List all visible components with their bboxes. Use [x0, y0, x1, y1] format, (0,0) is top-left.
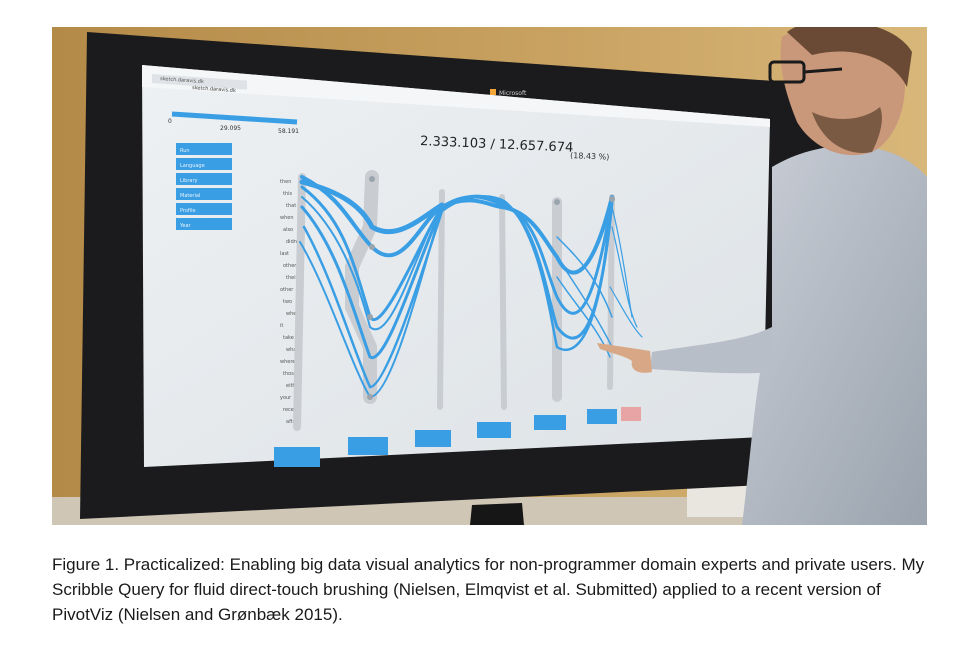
sidebar-item [176, 158, 232, 170]
person-hair [787, 27, 912, 87]
axis-word: last [280, 251, 289, 257]
sidebar-item [176, 218, 232, 230]
dimension-button-highlight [621, 407, 641, 421]
axis-word: when [280, 215, 294, 221]
sidebar[interactable]: Run Language Library Material Profile Ye… [176, 143, 232, 230]
brand-logo-text: Microsoft [499, 90, 527, 97]
person [597, 27, 927, 525]
axis-word: then [280, 179, 291, 185]
slider-fill [171, 111, 298, 125]
tab-title: sketch.daravis.dk [160, 76, 204, 85]
axis-word: also [283, 227, 293, 233]
axis-word: didn [286, 239, 297, 245]
person-beard [812, 107, 882, 153]
flow-lines [299, 175, 643, 399]
axis-word: where [280, 359, 295, 365]
axis-word: it [280, 323, 283, 329]
sidebar-item [176, 173, 232, 185]
dimension-button [477, 422, 511, 438]
brand-logo-mark [490, 89, 496, 95]
person-hand [597, 343, 652, 373]
dimension-buttons[interactable] [274, 407, 641, 467]
browser-url: sketch.daravis.dk [192, 85, 236, 94]
axis-nodes [367, 176, 615, 400]
axis-word: recent [283, 407, 299, 413]
sidebar-label: Library [180, 178, 198, 184]
dimension-button [534, 415, 566, 430]
dimension-button [415, 430, 451, 447]
count-text: 2.333.103 / 12.657.674 [420, 134, 574, 156]
axis-word: this [283, 191, 293, 197]
dimension-button [348, 437, 388, 455]
slider-max: 58.191 [278, 128, 299, 135]
sidebar-label: Material [180, 193, 200, 199]
axis-word: where [286, 311, 301, 317]
axis-word: those [283, 371, 297, 377]
slider-min: 0 [168, 118, 172, 125]
monitor-stand [470, 503, 524, 525]
sidebar-item [176, 203, 232, 215]
sidebar-label: Year [179, 223, 192, 229]
sidebar-item [176, 143, 232, 155]
sidebar-label: Profile [180, 208, 196, 214]
browser-bar [142, 65, 770, 127]
sidebar-item [176, 188, 232, 200]
photo: sketch.daravis.dk sketch.daravis.dk Micr… [52, 27, 927, 525]
axis-word: their [286, 275, 299, 281]
slider-mid: 29.095 [220, 125, 241, 132]
person-shirt [742, 145, 927, 525]
axis-word: take [283, 335, 294, 341]
axis-word: two [283, 299, 292, 305]
axis-word: your [280, 395, 292, 401]
dimension-button [274, 447, 320, 467]
axis-word: other [280, 287, 294, 293]
axis-word: whats [286, 347, 301, 353]
percent-text: (18.43 %) [570, 151, 610, 162]
person-arm [650, 327, 772, 374]
axis-word: after [286, 419, 299, 425]
figure-caption: Figure 1. Practicalized: Enabling big da… [52, 555, 925, 624]
dimension-button [587, 409, 617, 424]
axis-word: others [283, 263, 299, 269]
browser-tab [152, 73, 247, 90]
axis-word: that [286, 203, 296, 209]
sidebar-label: Language [180, 163, 205, 169]
sidebar-label: Run [180, 148, 190, 154]
